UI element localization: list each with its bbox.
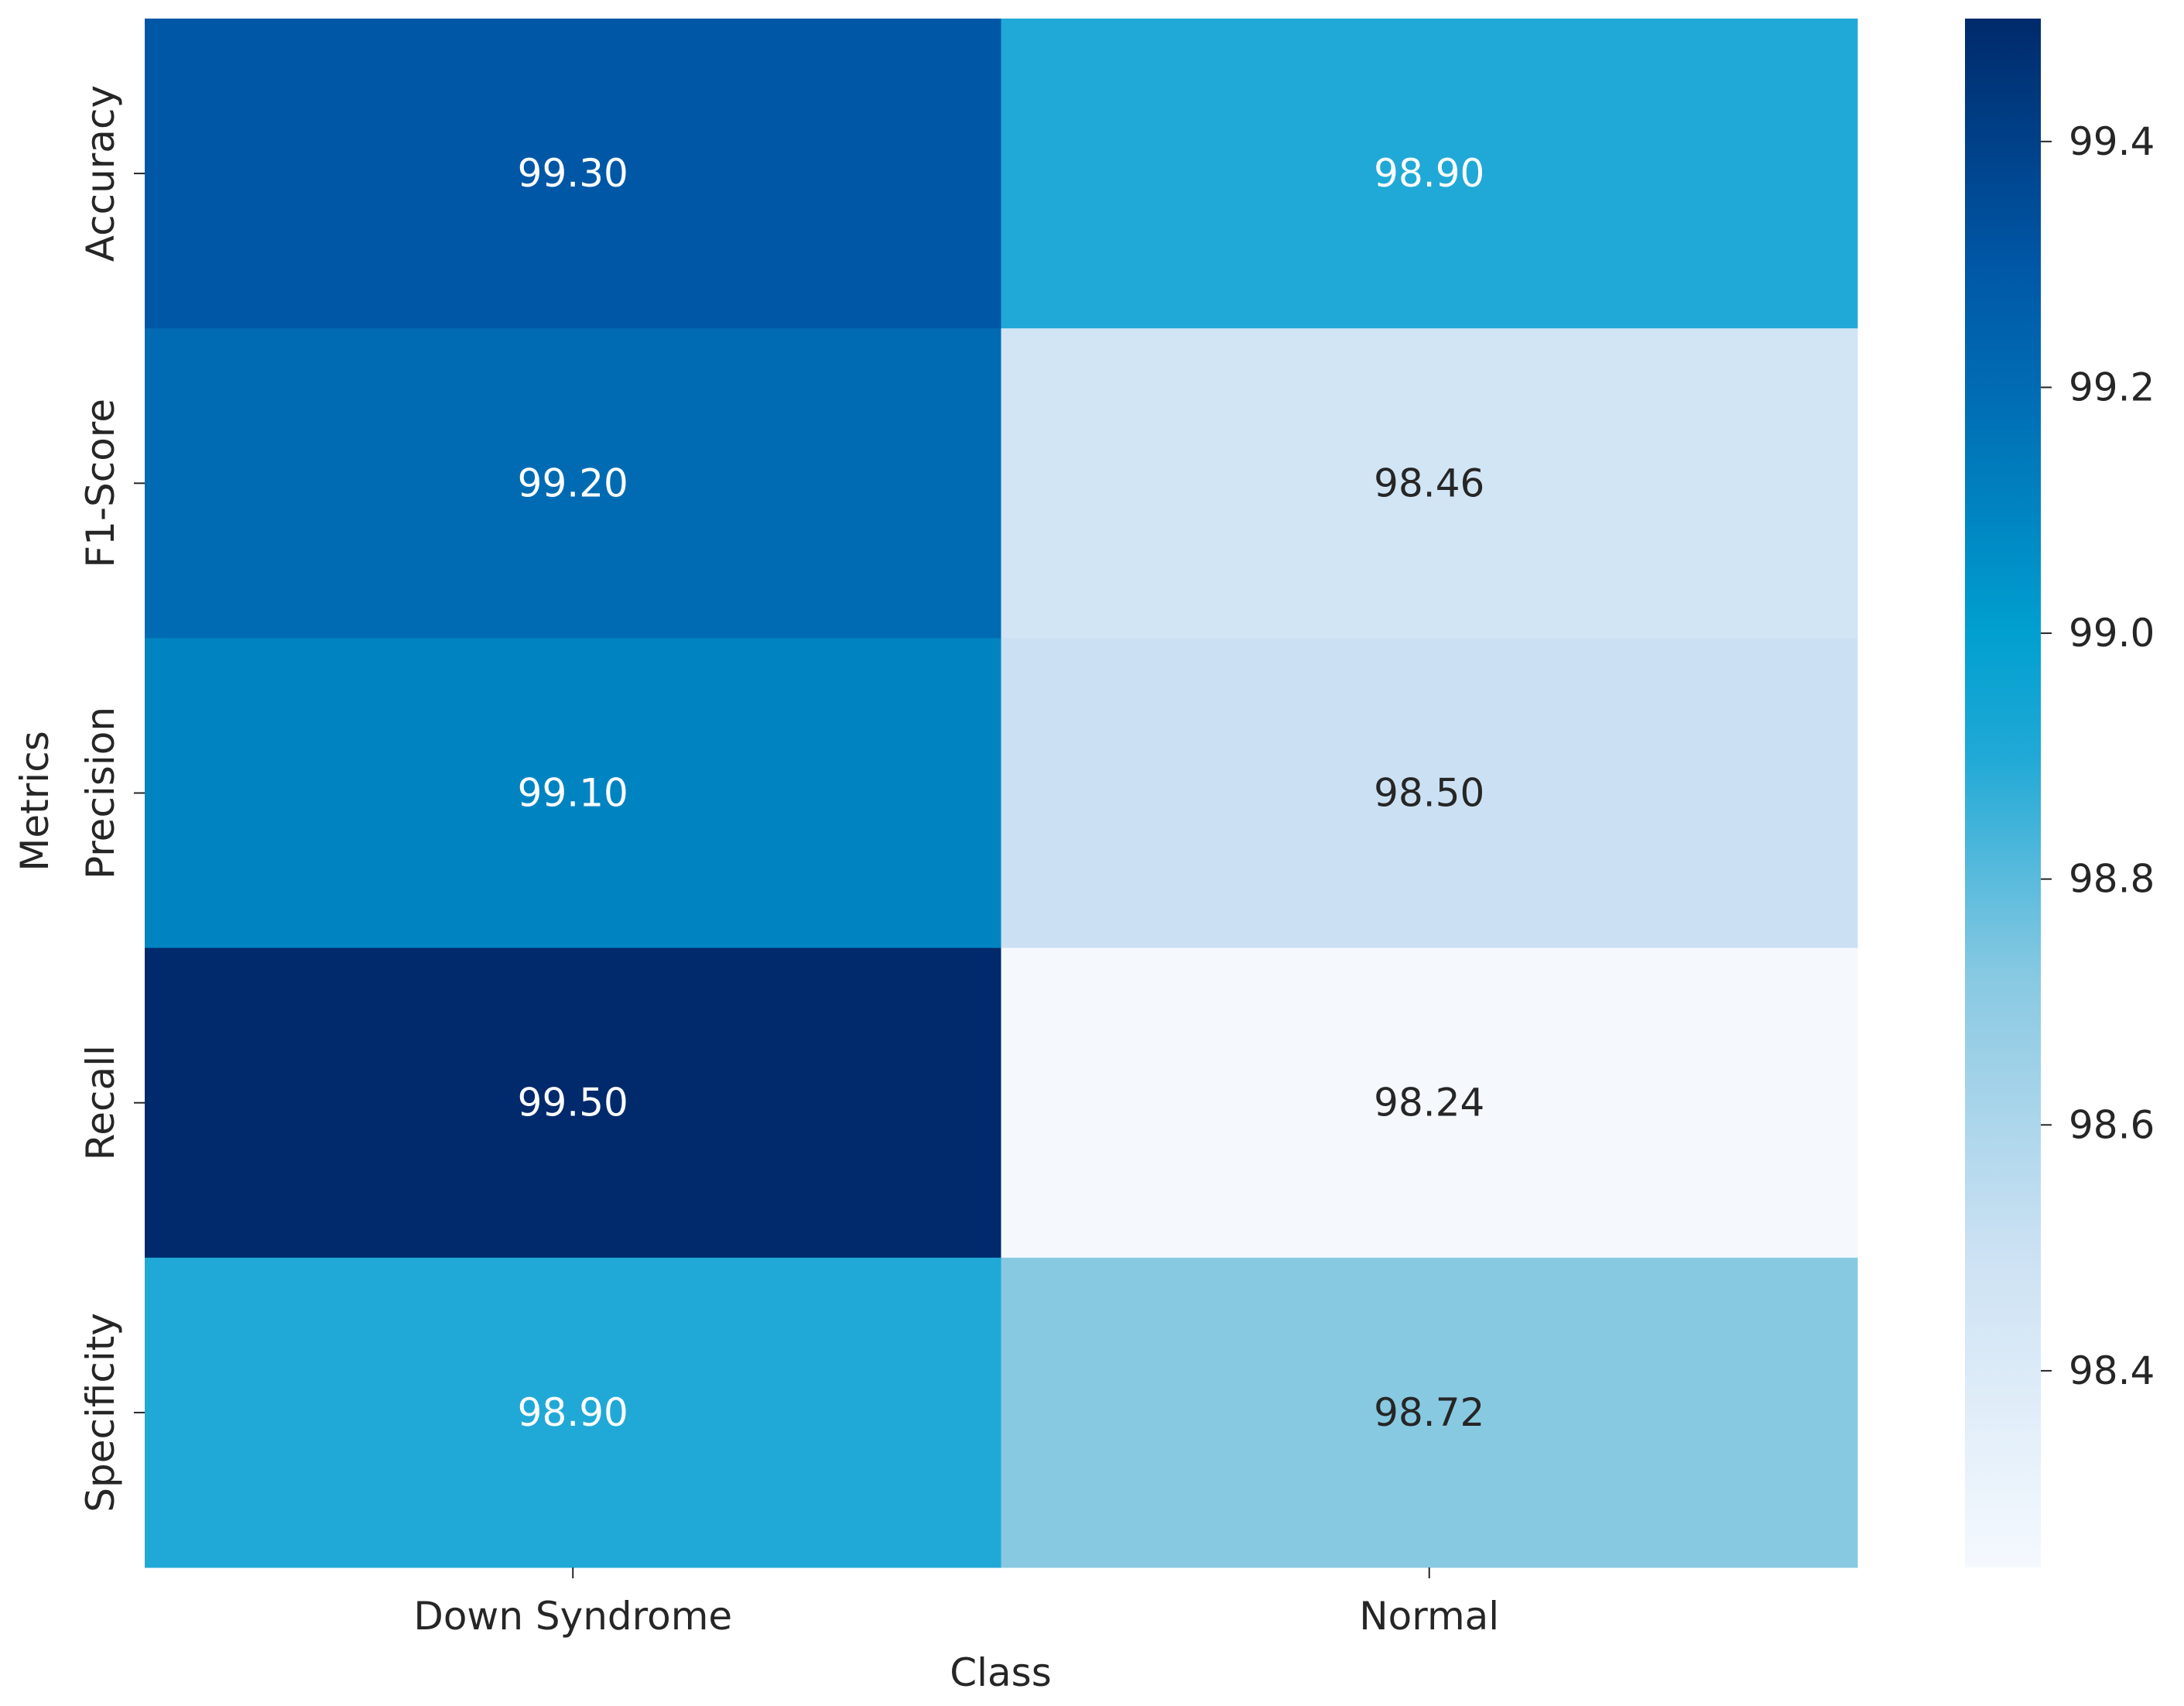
colorbar-tick-label: 99.0: [2069, 611, 2155, 656]
cell-annotation: 99.20: [518, 461, 628, 505]
y-axis-label: Metrics: [12, 731, 57, 872]
x-axis-ticks: Down Syndrome Normal: [413, 1567, 1499, 1639]
cell-annotation: 98.46: [1374, 461, 1484, 505]
heatmap-cell: [1001, 328, 1858, 639]
cell-annotation: 98.50: [1374, 771, 1484, 816]
x-tick-label: Normal: [1359, 1594, 1499, 1639]
heatmap-cell: [1001, 19, 1858, 329]
heatmap-cell: [1001, 1257, 1858, 1568]
heatmap-cell: [145, 19, 1001, 329]
colorbar-tick-label: 99.4: [2069, 119, 2155, 164]
cell-annotation: 98.72: [1374, 1390, 1484, 1435]
y-tick-label: Specificity: [78, 1313, 123, 1512]
colorbar-tick-label: 99.2: [2069, 365, 2155, 409]
heatmap-cells: 99.30 98.90 99.20 98.46 99.10 98.50 99.50 98.24…: [145, 19, 1858, 1568]
x-axis-label: Class: [950, 1650, 1052, 1695]
heatmap-cell: [145, 947, 1001, 1259]
heatmap-cell: [145, 328, 1001, 639]
y-tick-label: F1-Score: [78, 399, 123, 568]
heatmap-cell: [145, 1257, 1001, 1568]
y-tick-label: Recall: [78, 1045, 123, 1160]
cell-annotation: 99.10: [518, 771, 628, 816]
cell-annotation: 99.30: [518, 151, 628, 196]
colorbar-tick-label: 98.6: [2069, 1102, 2155, 1147]
cell-annotation: 98.90: [1374, 151, 1484, 196]
cell-annotation: 99.50: [518, 1081, 628, 1125]
colorbar-tick-label: 98.4: [2069, 1348, 2155, 1393]
y-tick-label: Precision: [78, 707, 123, 879]
heatmap-cell: [1001, 947, 1858, 1259]
x-tick-label: Down Syndrome: [413, 1594, 732, 1639]
colorbar: [1965, 19, 2041, 1567]
heatmap-cell: [145, 638, 1001, 949]
y-tick-label: Accuracy: [78, 85, 123, 262]
heatmap-cell: [1001, 638, 1858, 949]
colorbar-ticks: 98.4 98.6 98.8 99.0 99.2 99.4: [2041, 119, 2155, 1393]
cell-annotation: 98.90: [518, 1390, 628, 1435]
cell-annotation: 98.24: [1374, 1081, 1484, 1125]
y-axis-ticks: Accuracy F1-Score Precision Recall Specifici…: [78, 85, 145, 1512]
colorbar-tick-label: 98.8: [2069, 857, 2155, 902]
